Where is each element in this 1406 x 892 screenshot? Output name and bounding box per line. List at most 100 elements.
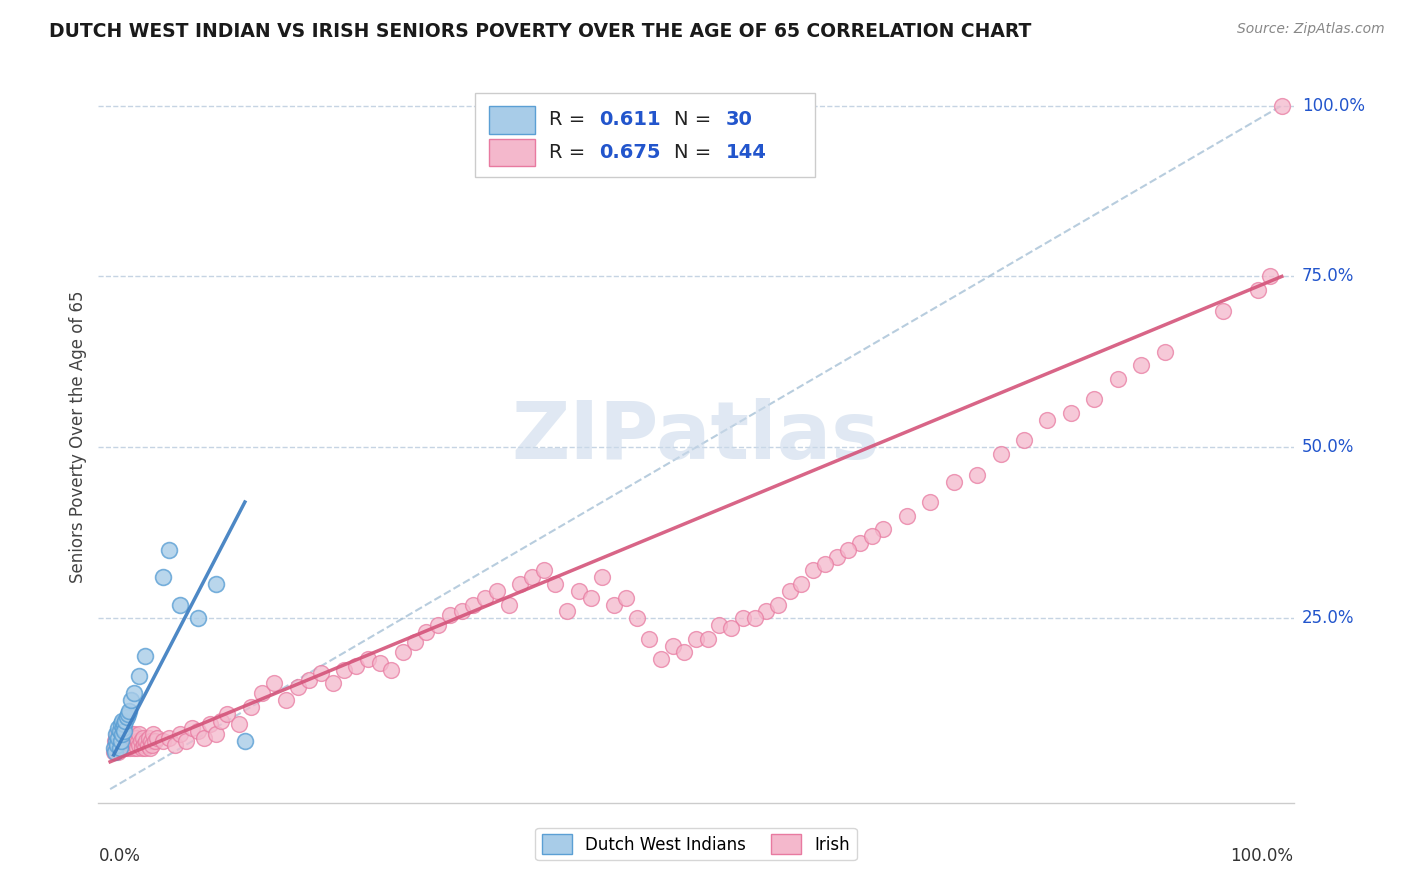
Point	[555, 604, 578, 618]
Point	[104, 745, 127, 759]
Point	[114, 734, 136, 748]
Point	[1036, 413, 1059, 427]
Point	[136, 738, 159, 752]
Point	[112, 738, 135, 752]
Point	[731, 611, 754, 625]
Text: 0.675: 0.675	[599, 143, 661, 162]
Point	[966, 467, 988, 482]
Point	[157, 731, 180, 745]
Point	[591, 570, 613, 584]
Point	[1060, 406, 1083, 420]
Point	[849, 536, 872, 550]
Point	[415, 624, 437, 639]
Point	[1247, 283, 1270, 297]
Point	[603, 598, 626, 612]
Point	[132, 738, 156, 752]
Point	[380, 663, 402, 677]
Bar	[489, 138, 534, 167]
Point	[120, 734, 141, 748]
Point	[146, 731, 169, 745]
Point	[103, 741, 125, 756]
Y-axis label: Seniors Poverty Over the Age of 65: Seniors Poverty Over the Age of 65	[69, 291, 87, 583]
Point	[110, 734, 132, 748]
Point	[114, 714, 136, 728]
Point	[990, 447, 1012, 461]
Point	[120, 741, 141, 756]
Point	[790, 577, 813, 591]
Point	[579, 591, 602, 605]
Point	[125, 738, 148, 752]
Point	[117, 738, 139, 752]
Text: 100.0%: 100.0%	[1230, 847, 1294, 864]
Point	[896, 508, 918, 523]
Point	[118, 731, 141, 745]
Point	[122, 686, 145, 700]
Point	[115, 731, 138, 745]
Point	[105, 741, 128, 756]
Point	[709, 618, 731, 632]
Point	[533, 563, 555, 577]
Point	[142, 727, 165, 741]
Point	[107, 721, 129, 735]
Point	[111, 727, 134, 741]
Point	[1212, 303, 1234, 318]
Text: 50.0%: 50.0%	[1302, 438, 1354, 457]
Point	[872, 522, 894, 536]
Text: N =: N =	[675, 110, 718, 129]
Point	[110, 731, 132, 745]
Point	[152, 734, 174, 748]
FancyBboxPatch shape	[475, 94, 815, 178]
Point	[661, 639, 683, 653]
Point	[108, 741, 131, 756]
Point	[112, 727, 135, 741]
Text: ZIPatlas: ZIPatlas	[512, 398, 880, 476]
Point	[614, 591, 637, 605]
Point	[120, 738, 142, 752]
Point	[108, 741, 131, 756]
Point	[105, 734, 128, 748]
Point	[1083, 392, 1105, 407]
Point	[193, 731, 215, 745]
Point	[779, 583, 801, 598]
Point	[217, 706, 239, 721]
Point	[544, 577, 567, 591]
Legend: Dutch West Indians, Irish: Dutch West Indians, Irish	[536, 828, 856, 860]
Point	[118, 734, 141, 748]
Point	[105, 727, 128, 741]
Point	[120, 727, 142, 741]
Point	[287, 680, 309, 694]
Point	[814, 557, 837, 571]
Text: 0.0%: 0.0%	[98, 847, 141, 864]
Point	[638, 632, 661, 646]
Point	[104, 734, 127, 748]
Text: R =: R =	[548, 143, 592, 162]
Point	[568, 583, 591, 598]
Point	[125, 731, 148, 745]
Point	[187, 611, 209, 625]
Point	[112, 741, 135, 756]
Point	[626, 611, 648, 625]
Point	[755, 604, 778, 618]
Point	[127, 734, 149, 748]
Point	[104, 741, 127, 756]
Point	[107, 731, 129, 745]
Point	[1107, 372, 1129, 386]
Point	[127, 741, 149, 756]
Point	[107, 745, 129, 759]
Point	[152, 570, 174, 584]
Point	[1130, 359, 1153, 373]
Point	[112, 721, 135, 735]
Point	[157, 542, 180, 557]
Point	[509, 577, 531, 591]
Text: 144: 144	[725, 143, 766, 162]
Point	[860, 529, 883, 543]
Point	[111, 734, 134, 748]
Point	[108, 727, 131, 741]
Point	[139, 741, 162, 756]
Point	[439, 607, 461, 622]
Point	[122, 727, 145, 741]
Point	[143, 734, 166, 748]
Point	[252, 686, 274, 700]
Point	[942, 475, 965, 489]
Point	[274, 693, 297, 707]
